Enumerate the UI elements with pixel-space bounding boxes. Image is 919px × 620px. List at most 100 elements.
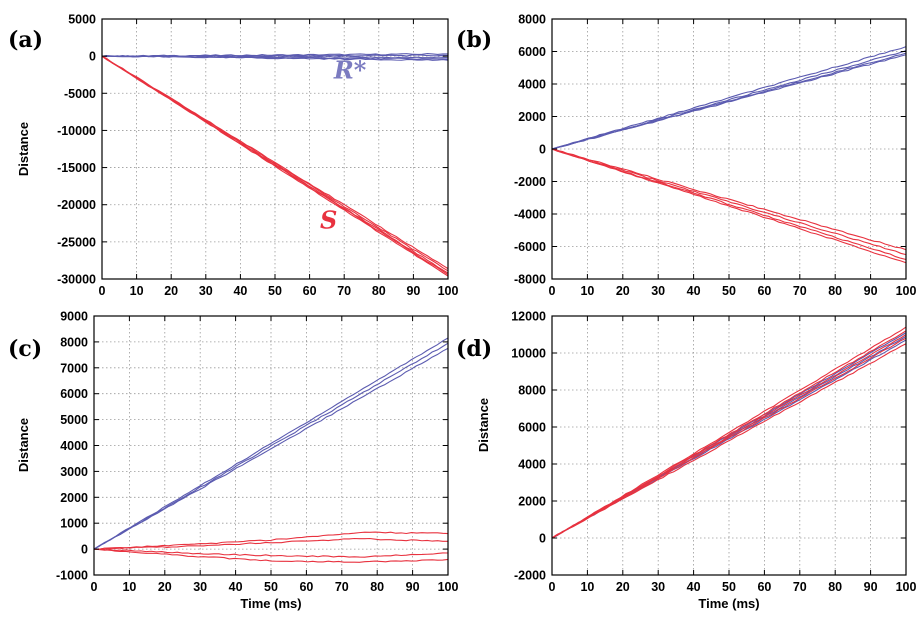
x-tick-label: 60 — [303, 284, 317, 298]
panel-label: (d) — [456, 336, 492, 362]
blue-trace-line — [93, 342, 449, 550]
y-tick-label: -25000 — [57, 235, 96, 249]
x-tick-label: 0 — [99, 284, 106, 298]
x-tick-label: 0 — [549, 580, 556, 594]
x-tick-label: 30 — [651, 580, 665, 594]
y-tick-label: 2000 — [60, 491, 88, 505]
x-tick-label: 60 — [299, 580, 313, 594]
x-tick-label: 100 — [438, 284, 459, 298]
y-tick-label: 12000 — [511, 310, 546, 324]
x-tick-label: 40 — [229, 580, 243, 594]
x-tick-label: 90 — [864, 580, 878, 594]
y-tick-label: 0 — [89, 50, 96, 64]
red-trace-line — [551, 148, 907, 251]
x-tick-label: 10 — [130, 284, 144, 298]
x-tick-label: 70 — [337, 284, 351, 298]
x-tick-label: 20 — [158, 580, 172, 594]
x-tick-label: 80 — [828, 284, 842, 298]
chart-panel-d: 0 10 20 30 40 50 60 70 80 90 100-20000200040006000… — [456, 310, 916, 612]
y-tick-label: 4000 — [518, 78, 546, 92]
x-tick-label: 70 — [793, 580, 807, 594]
x-tick-label: 90 — [406, 580, 420, 594]
x-tick-label: 50 — [722, 580, 736, 594]
y-tick-label: 10000 — [511, 347, 546, 361]
x-tick-label: 50 — [268, 284, 282, 298]
x-tick-label: 30 — [651, 284, 665, 298]
panel-label: (b) — [456, 27, 492, 53]
blue-trace-line — [551, 46, 907, 150]
x-tick-label: 80 — [828, 580, 842, 594]
x-tick-label: 0 — [91, 580, 98, 594]
y-tick-label: 6000 — [518, 45, 546, 59]
y-tick-label: 4000 — [60, 439, 88, 453]
x-tick-label: 10 — [580, 284, 594, 298]
y-tick-label: 7000 — [60, 361, 88, 375]
y-tick-label: -1000 — [56, 569, 88, 583]
y-tick-label: 8000 — [518, 13, 546, 27]
y-tick-label: 2000 — [518, 495, 546, 509]
y-tick-label: 6000 — [518, 421, 546, 435]
y-tick-label: -20000 — [57, 198, 96, 212]
y-tick-label: -8000 — [514, 273, 546, 287]
x-tick-label: 80 — [370, 580, 384, 594]
y-tick-label: 0 — [539, 532, 546, 546]
x-tick-label: 100 — [438, 580, 459, 594]
x-tick-label: 20 — [616, 284, 630, 298]
y-tick-label: -2000 — [514, 569, 546, 583]
y-tick-label: 8000 — [518, 384, 546, 398]
red-trace-line — [551, 330, 907, 539]
y-tick-label: -2000 — [514, 175, 546, 189]
x-tick-label: 100 — [896, 580, 917, 594]
blue-trace-line — [551, 54, 907, 150]
x-tick-label: 60 — [757, 580, 771, 594]
y-tick-label: -10000 — [57, 124, 96, 138]
x-tick-label: 30 — [199, 284, 213, 298]
red-trace-line — [93, 537, 449, 550]
red-trace-line — [551, 148, 907, 264]
x-tick-label: 20 — [616, 580, 630, 594]
x-tick-label: 10 — [580, 580, 594, 594]
y-tick-label: 3000 — [60, 465, 88, 479]
red-trace-line — [551, 337, 907, 539]
x-tick-label: 50 — [722, 284, 736, 298]
x-axis-label: Time (ms) — [698, 596, 759, 611]
x-tick-label: 0 — [549, 284, 556, 298]
x-tick-label: 100 — [896, 284, 917, 298]
panel-label: (a) — [8, 27, 43, 53]
x-tick-label: 40 — [687, 284, 701, 298]
y-axis-label: Distance — [16, 418, 31, 472]
x-tick-label: 50 — [264, 580, 278, 594]
series-annotation: R* — [333, 55, 367, 84]
y-tick-label: 5000 — [60, 413, 88, 427]
y-tick-label: 6000 — [60, 387, 88, 401]
x-tick-label: 10 — [122, 580, 136, 594]
panel-label: (c) — [8, 336, 42, 362]
chart-panel-a: 0 10 20 30 40 50 60 70 80 90 100 -30000 -25000 -20000… — [8, 13, 458, 299]
y-tick-label: -6000 — [514, 240, 546, 254]
x-tick-label: 90 — [864, 284, 878, 298]
y-tick-label: 0 — [539, 143, 546, 157]
red-trace-line — [101, 55, 449, 277]
x-tick-label: 80 — [372, 284, 386, 298]
blue-trace-line — [93, 337, 449, 550]
y-tick-label: 0 — [81, 543, 88, 557]
x-tick-label: 70 — [335, 580, 349, 594]
x-tick-label: 40 — [687, 580, 701, 594]
x-tick-label: 60 — [757, 284, 771, 298]
y-axis-label: Distance — [16, 122, 31, 176]
x-axis-label: Time (ms) — [240, 596, 301, 611]
y-tick-label: 4000 — [518, 458, 546, 472]
x-tick-label: 90 — [406, 284, 420, 298]
x-tick-label: 70 — [793, 284, 807, 298]
red-trace-line — [93, 548, 449, 558]
y-tick-label: 5000 — [68, 13, 96, 27]
y-tick-label: -15000 — [57, 161, 96, 175]
y-tick-label: -4000 — [514, 208, 546, 222]
red-trace-line — [93, 548, 449, 563]
x-tick-label: 30 — [193, 580, 207, 594]
y-axis-label: Distance — [476, 398, 491, 452]
y-tick-label: 9000 — [60, 310, 88, 324]
x-tick-label: 40 — [233, 284, 247, 298]
y-tick-label: 8000 — [60, 335, 88, 349]
